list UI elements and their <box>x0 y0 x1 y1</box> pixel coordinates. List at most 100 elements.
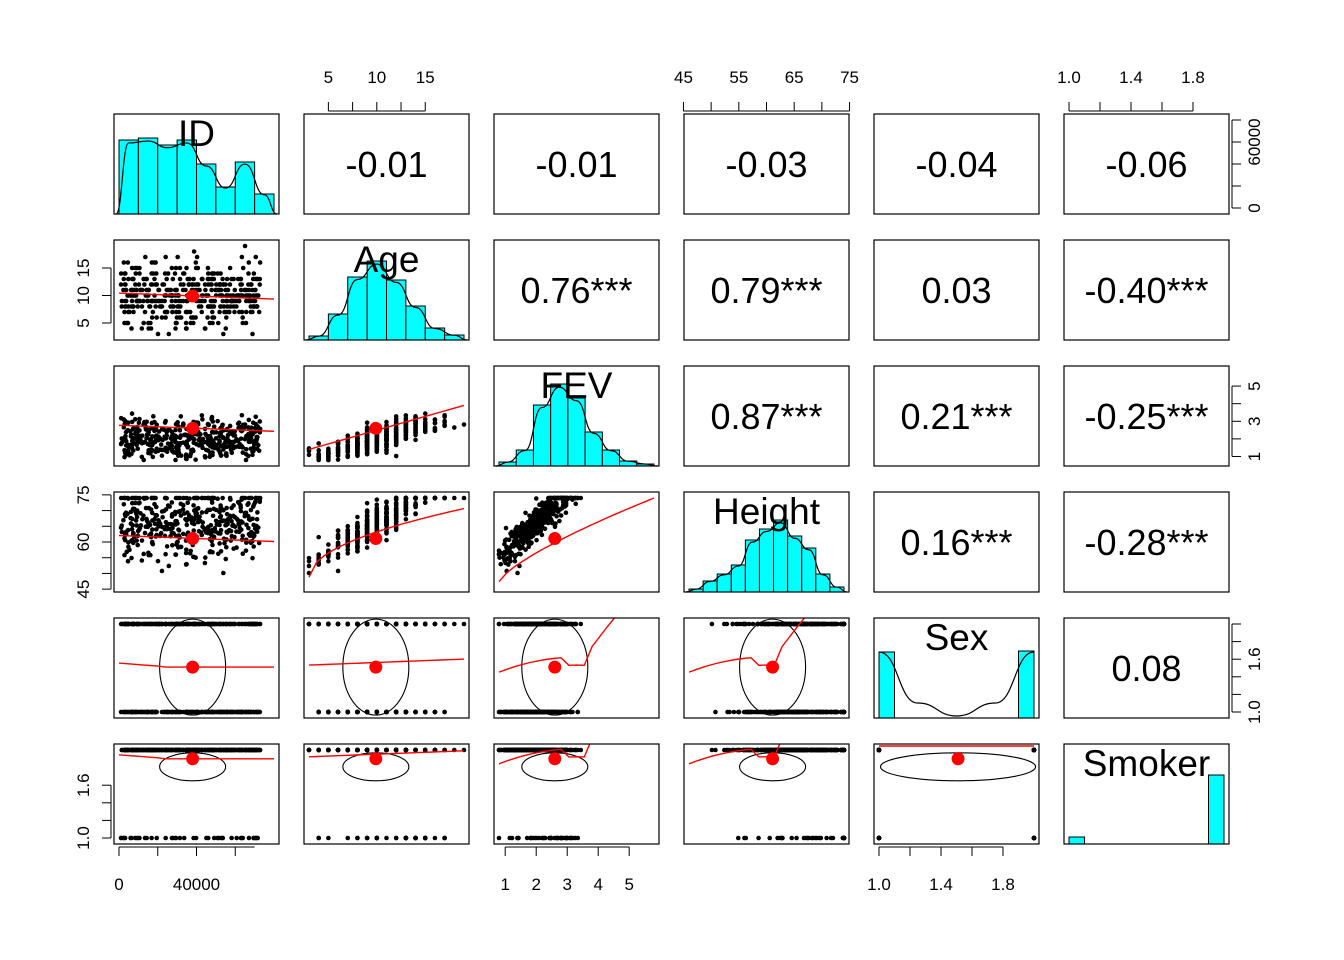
scatter-point <box>403 621 409 627</box>
scatter-point <box>147 304 153 309</box>
scatter-point <box>196 516 202 522</box>
scatter-point <box>187 747 193 753</box>
scatter-point <box>572 621 577 627</box>
panel-frame <box>493 113 660 215</box>
panel-frame <box>683 113 850 215</box>
scatter-point <box>403 516 409 522</box>
scatter-point <box>141 276 146 282</box>
scatter-point <box>384 435 389 441</box>
scatter-point <box>251 835 256 841</box>
scatter-point <box>177 835 183 841</box>
scatter-point <box>215 496 220 501</box>
scatter-point <box>251 304 256 309</box>
scatter-point <box>217 541 222 546</box>
scatter-point <box>150 454 156 460</box>
scatter-point <box>211 534 217 540</box>
panel-frame <box>683 365 850 467</box>
scatter-point <box>137 416 142 422</box>
scatter-point <box>145 298 151 304</box>
panel-frame <box>113 617 280 719</box>
scatter-point <box>205 276 211 282</box>
scatter-point <box>335 555 341 560</box>
panel-age-sex: 0.03 <box>873 239 1040 341</box>
scatter-point <box>335 540 341 546</box>
scatter-point <box>257 260 263 265</box>
scatter-point <box>203 447 209 453</box>
scatter-point <box>170 511 176 517</box>
scatter-point <box>122 298 128 304</box>
scatter-point <box>523 522 528 527</box>
scatter-point <box>192 517 197 522</box>
scatter-point <box>214 522 220 527</box>
scatter-point <box>243 540 249 545</box>
panel-height-id <box>113 491 280 593</box>
scatter-point <box>452 495 457 501</box>
scatter-point <box>722 621 727 627</box>
scatter-point <box>218 287 224 293</box>
scatter-point <box>211 276 217 282</box>
scatter-point <box>144 419 149 425</box>
panel-frame <box>493 617 660 719</box>
scatter-point <box>178 513 184 518</box>
scatter-point <box>123 511 129 517</box>
scatter-point <box>144 709 149 715</box>
scatter-point <box>228 514 233 520</box>
scatter-point <box>213 282 219 287</box>
scatter-point <box>384 442 389 448</box>
panel-id-fev: -0.01 <box>493 113 660 215</box>
scatter-point <box>146 505 152 511</box>
scatter-point <box>184 456 189 462</box>
scatter-point <box>137 709 143 715</box>
scatter-point <box>253 495 258 501</box>
scatter-point <box>122 552 127 558</box>
scatter-point <box>173 835 178 841</box>
scatter-point <box>154 513 160 518</box>
scatter-point <box>220 709 226 715</box>
scatter-point <box>364 510 370 515</box>
scatter-point <box>125 495 131 501</box>
panel-frame <box>303 239 470 341</box>
scatter-point <box>833 709 839 715</box>
scatter-point <box>202 560 208 566</box>
scatter-point <box>514 524 520 530</box>
scatter-point <box>231 433 236 438</box>
scatter-point <box>176 528 182 533</box>
scatter-point <box>122 621 127 627</box>
scatter-point <box>255 510 260 515</box>
scatter-point <box>316 441 321 446</box>
panel-marks <box>496 618 616 716</box>
loess-fit-line <box>498 497 655 583</box>
panel-marks <box>118 243 275 337</box>
scatter-point <box>578 621 584 627</box>
scatter-point <box>134 514 140 520</box>
scatter-point <box>257 499 263 505</box>
scatter-point <box>549 621 554 627</box>
scatter-point <box>223 326 229 331</box>
scatter-point <box>129 526 135 532</box>
scatter-point <box>170 542 175 548</box>
scatter-point <box>191 835 196 841</box>
scatter-point <box>125 260 131 265</box>
correlation-label: 0.76*** <box>520 270 632 311</box>
scatter-point <box>822 621 828 627</box>
scatter-point <box>237 441 243 447</box>
panel-sex-smoker: 0.08 <box>1063 617 1230 719</box>
scatter-point <box>170 747 175 753</box>
scatter-point <box>125 747 131 753</box>
scatter-point <box>802 621 808 627</box>
scatter-point <box>403 507 409 513</box>
scatter-point <box>239 254 245 260</box>
scatter-point <box>173 326 178 331</box>
scatter-point <box>162 309 168 315</box>
scatter-point <box>131 436 136 442</box>
scatter-point <box>246 298 252 304</box>
scatter-point <box>176 453 181 459</box>
scatter-point <box>144 516 149 522</box>
scatter-point <box>205 495 211 501</box>
scatter-point <box>575 709 580 715</box>
scatter-point <box>559 709 564 715</box>
scatter-point <box>194 441 199 447</box>
scatter-point <box>225 287 231 293</box>
scatter-point <box>124 549 130 555</box>
scatter-point <box>210 304 216 309</box>
